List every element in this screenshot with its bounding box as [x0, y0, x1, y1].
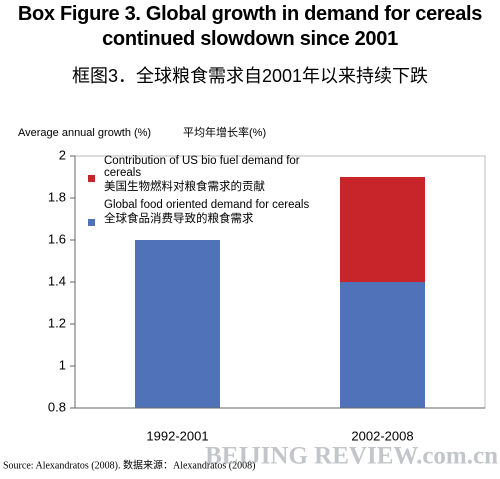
legend-swatch: [88, 175, 95, 182]
y-tick-label: 0.8: [48, 399, 66, 414]
legend-label: Contribution of US bio fuel demand for c…: [104, 155, 300, 179]
watermark: BEIJING REVIEW.com.cn: [205, 443, 498, 470]
y-tick-label: 1.8: [48, 189, 66, 204]
y-axis-label-zh: 平均年增长率(%): [183, 125, 266, 139]
legend-swatch: [88, 219, 95, 226]
x-tick-label: 1992-2001: [146, 428, 208, 443]
y-tick-label: 1.2: [48, 315, 66, 330]
legend-label-zh: 美国生物燃料对粮食需求的贡献: [104, 181, 265, 193]
chart-title-zh: 框图3．全球粮食需求自2001年以来持续下跌: [72, 66, 428, 86]
y-tick-label: 1.6: [48, 231, 66, 246]
bar-segment: [340, 282, 425, 408]
source: Source: Alexandratos (2008). 数据来源：Alexan…: [3, 458, 255, 471]
bar-segment: [340, 177, 425, 282]
y-tick-label: 1.4: [48, 273, 66, 288]
x-tick-label: 2002-2008: [351, 428, 413, 443]
title-box: Box Figure 3. Global growth in demand fo…: [17, 3, 483, 50]
legend-label: Global food oriented demand for cereals: [104, 199, 310, 211]
y-tick-label: 1: [59, 357, 66, 372]
bar-segment: [135, 240, 220, 408]
legend-label-zh: 全球食品消费导致的粮食需求: [104, 213, 254, 225]
legend-entry: Contribution of US bio fuel demand for c…: [104, 155, 324, 193]
y-tick-label: 2: [59, 147, 66, 162]
legend-entry: Global food oriented demand for cereals 全…: [104, 199, 324, 225]
chart-title: Box Figure 3. Global growth in demand fo…: [17, 3, 483, 50]
y-axis-label: Average annual growth (%): [18, 127, 151, 139]
